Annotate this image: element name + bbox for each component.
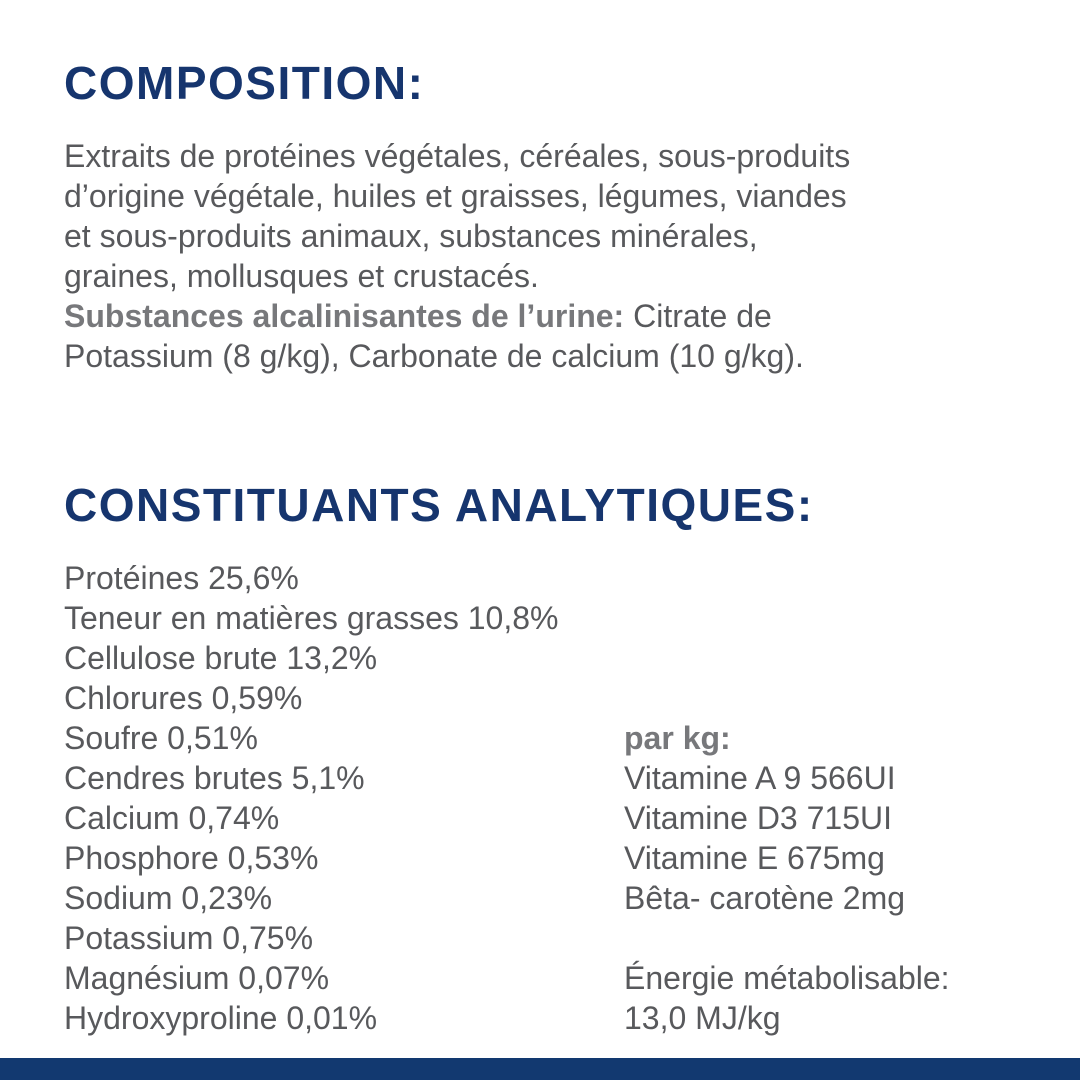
composition-heading: COMPOSITION: <box>64 57 425 109</box>
composition-text: Extraits de protéines végétales, céréale… <box>64 136 1044 376</box>
analyte-line: Calcium 0,74% <box>64 800 280 836</box>
analyte-line: Protéines 25,6% <box>64 560 299 596</box>
analytics-columns: Protéines 25,6% Teneur en matières grass… <box>64 558 1044 1038</box>
energy-value-line: 13,0 MJ/kg <box>624 1000 781 1036</box>
analytes-list: Protéines 25,6% Teneur en matières grass… <box>64 558 624 1038</box>
energy-label-line: Énergie métabolisable: <box>624 960 950 996</box>
composition-line: d’origine végétale, huiles et graisses, … <box>64 178 847 214</box>
analytics-heading: CONSTITUANTS ANALYTIQUES: <box>64 479 814 531</box>
analyte-line: Teneur en matières grasses 10,8% <box>64 600 559 636</box>
composition-line: Extraits de protéines végétales, céréale… <box>64 138 851 174</box>
analytics-section: CONSTITUANTS ANALYTIQUES: Protéines 25,6… <box>64 482 1044 1038</box>
alkalizing-substances-value-start: Citrate de <box>624 298 772 334</box>
analyte-line: Cellulose brute 13,2% <box>64 640 378 676</box>
analyte-line: Sodium 0,23% <box>64 880 273 916</box>
bottom-accent-bar <box>0 1058 1080 1080</box>
metabolizable-energy: Énergie métabolisable: 13,0 MJ/kg <box>624 958 950 1038</box>
vitamin-line: Vitamine E 675mg <box>624 840 885 876</box>
vitamin-line: Vitamine D3 715UI <box>624 800 892 836</box>
composition-section: COMPOSITION: Extraits de protéines végét… <box>64 60 1044 376</box>
analyte-line: Soufre 0,51% <box>64 720 258 756</box>
per-kg-list: par kg: Vitamine A 9 566UI Vitamine D3 7… <box>624 558 950 1038</box>
label-content: COMPOSITION: Extraits de protéines végét… <box>64 60 1044 1038</box>
alkalizing-substances-label: Substances alcalinisantes de l’urine: <box>64 298 625 334</box>
composition-final-line: Potassium (8 g/kg), Carbonate de calcium… <box>64 338 804 374</box>
analyte-line: Chlorures 0,59% <box>64 680 303 716</box>
analyte-line: Hydroxyproline 0,01% <box>64 1000 378 1036</box>
analyte-line: Phosphore 0,53% <box>64 840 319 876</box>
analyte-line: Cendres brutes 5,1% <box>64 760 365 796</box>
analyte-line: Magnésium 0,07% <box>64 960 330 996</box>
composition-line: et sous-produits animaux, substances min… <box>64 218 758 254</box>
composition-line: graines, mollusques et crustacés. <box>64 258 539 294</box>
vitamin-line: Vitamine A 9 566UI <box>624 760 896 796</box>
per-kg-label: par kg: <box>624 720 731 756</box>
vitamin-line: Bêta- carotène 2mg <box>624 880 906 916</box>
analyte-line: Potassium 0,75% <box>64 920 314 956</box>
alkalizing-substances-line: Substances alcalinisantes de l’urine: Ci… <box>64 296 1044 336</box>
